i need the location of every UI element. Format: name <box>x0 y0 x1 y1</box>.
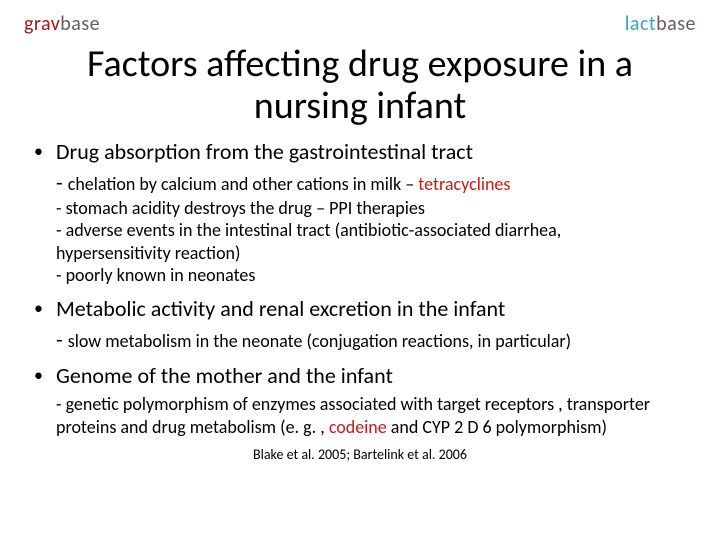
sub-line: - stomach acidity destroys the drug – PP… <box>56 197 680 220</box>
sub-lead: - slow metabolism in the neonate (conjug… <box>56 326 680 354</box>
sub-lead-text: slow metabolism in the neonate (conjugat… <box>68 330 571 352</box>
bullet-heading: Genome of the mother and the infant <box>56 362 680 390</box>
bullet-list: Drug absorption from the gastrointestina… <box>56 138 680 439</box>
bullet-sub: - slow metabolism in the neonate (conjug… <box>56 326 680 354</box>
sub-line: - genetic polymorphism of enzymes associ… <box>56 393 680 438</box>
sub-line-part-c: and CYP 2 D 6 polymorphism) <box>387 416 607 438</box>
sub-line-highlight: codeine <box>329 416 387 438</box>
bullet-item: Metabolic activity and renal excretion i… <box>56 295 680 354</box>
logo-row: gravbase lactbase <box>0 0 720 36</box>
bullet-sub: - chelation by calcium and other cations… <box>56 169 680 287</box>
bullet-sub: - genetic polymorphism of enzymes associ… <box>56 393 680 438</box>
logo-left-part1: grav <box>24 12 60 36</box>
sub-line: - poorly known in neonates <box>56 264 680 287</box>
citation: Blake et al. 2005; Bartelink et al. 2006 <box>0 446 720 463</box>
bullet-item: Drug absorption from the gastrointestina… <box>56 138 680 287</box>
bullet-item: Genome of the mother and the infant - ge… <box>56 362 680 439</box>
slide-title: Factors affecting drug exposure in a nur… <box>40 44 680 128</box>
logo-right-part2: base <box>656 12 696 36</box>
sub-lead: - chelation by calcium and other cations… <box>56 169 680 197</box>
bullet-heading: Drug absorption from the gastrointestina… <box>56 138 680 166</box>
logo-left-part2: base <box>60 12 100 36</box>
sub-lead-highlight: tetracyclines <box>418 173 510 195</box>
sub-lead-dash: - <box>56 326 68 353</box>
logo-right-part1: lact <box>625 12 656 36</box>
sub-lead-text: chelation by calcium and other cations i… <box>68 173 419 195</box>
logo-gravbase: gravbase <box>24 12 100 36</box>
sub-line: - adverse events in the intestinal tract… <box>56 219 680 264</box>
bullet-heading: Metabolic activity and renal excretion i… <box>56 295 680 323</box>
logo-lactbase: lactbase <box>625 12 696 36</box>
content-area: Drug absorption from the gastrointestina… <box>0 138 720 439</box>
sub-lead-dash: - <box>56 169 68 196</box>
